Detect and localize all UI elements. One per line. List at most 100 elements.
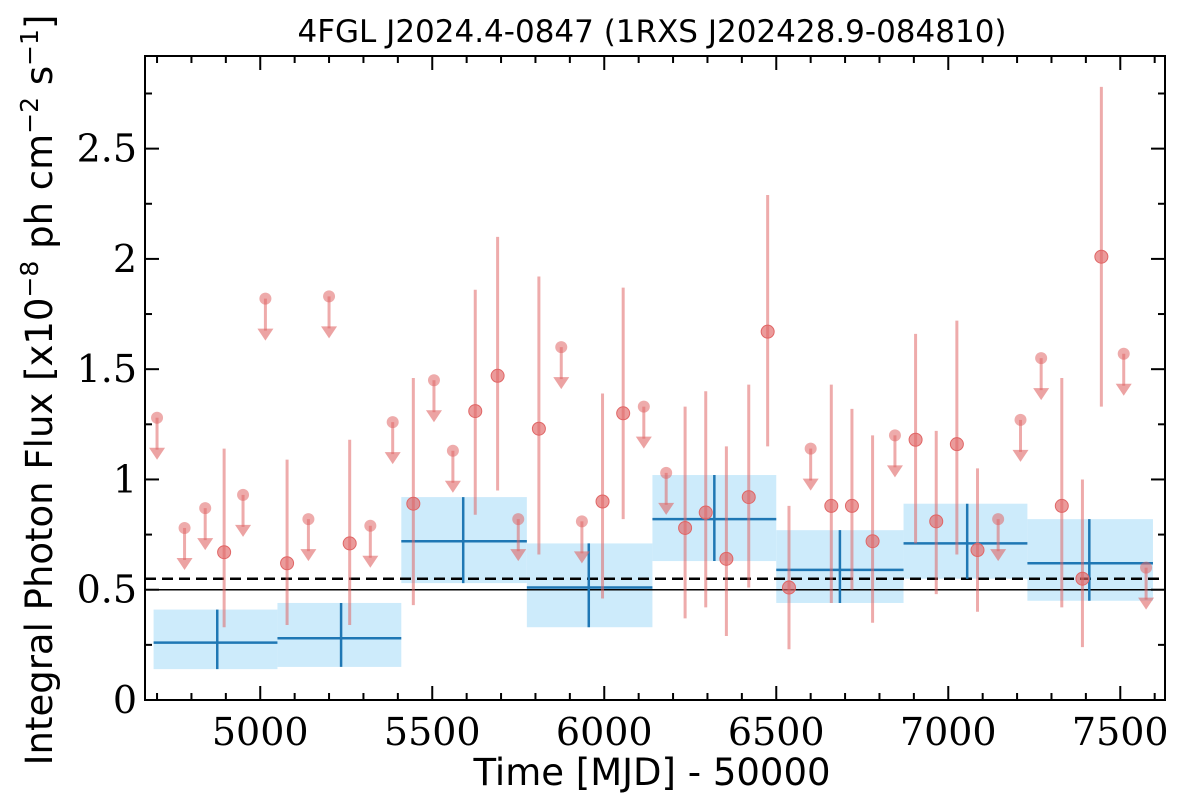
yearly-band [903, 503, 1028, 579]
monthly-point [468, 404, 483, 419]
upper-limit-marker [151, 411, 164, 424]
x-tick-label: 5500 [384, 710, 481, 754]
yearly-bin-bands [153, 475, 1153, 670]
upper-limit-marker [637, 400, 650, 413]
upper-limit-arrowhead [886, 465, 903, 478]
y-axis-label-end: ] [18, 15, 61, 29]
upper-limit-arrowhead [1033, 388, 1050, 401]
upper-limit-arrowhead [635, 436, 652, 449]
monthly-point [844, 498, 859, 513]
upper-limit-marker [302, 513, 315, 526]
upper-limit-marker [323, 290, 336, 303]
monthly-point [908, 432, 923, 447]
upper-limit-marker [1117, 347, 1130, 360]
upper-limit-arrowhead [1012, 449, 1029, 462]
upper-limit-arrowhead [176, 557, 193, 570]
upper-limit-marker [1014, 413, 1027, 426]
upper-limit-marker [446, 444, 459, 457]
y-axis-label-main: Integral Photon Flux [x10 [18, 298, 61, 766]
upper-limit-arrowhead [149, 447, 166, 460]
upper-limit-arrowhead [1115, 383, 1132, 396]
upper-limit-marker [555, 341, 568, 354]
y-tick-label: 0 [113, 678, 137, 722]
x-tick-label: 5000 [212, 710, 309, 754]
monthly-point [595, 494, 610, 509]
monthly-point [824, 498, 839, 513]
x-tick-labels: 5000 5500 6000 6500 7000 7500 [212, 710, 1169, 754]
reference-lines [145, 577, 1165, 591]
monthly-point [406, 496, 421, 511]
upper-limit-marker [1140, 561, 1153, 574]
monthly-point [678, 520, 693, 535]
yearly-band [277, 602, 402, 667]
x-tick-label: 7500 [1072, 710, 1169, 754]
y-axis-label-exp1: −8 [15, 261, 44, 298]
monthly-point [1054, 498, 1069, 513]
upper-limit-marker [804, 442, 817, 455]
upper-limit-arrowhead [802, 478, 819, 491]
upper-limit-arrowhead [197, 538, 214, 551]
upper-limit-marker [259, 292, 272, 305]
monthly-point [217, 545, 232, 560]
monthly-point [760, 324, 775, 339]
monthly-point [342, 536, 357, 551]
y-tick-label: 2.5 [77, 127, 137, 171]
upper-limit-arrowhead [384, 452, 401, 465]
monthly-point [865, 534, 880, 549]
y-axis-label-exp3: −1 [15, 29, 44, 66]
x-tick-label: 7000 [900, 710, 997, 754]
upper-limit-marker [992, 513, 1005, 526]
upper-limit-marker [237, 488, 250, 501]
monthly-point [719, 551, 734, 566]
upper-limit-marker [364, 519, 377, 532]
upper-limit-marker [512, 513, 525, 526]
upper-limit-arrowhead [573, 551, 590, 564]
upper-limit-arrowhead [990, 549, 1007, 562]
monthly-point [1075, 571, 1090, 586]
upper-limit-arrowhead [425, 410, 442, 423]
monthly-point [929, 514, 944, 529]
upper-limit-marker [199, 502, 212, 515]
monthly-point [781, 580, 796, 595]
y-axis-label-mid2: s [18, 66, 61, 97]
monthly-point [698, 505, 713, 520]
yearly-band [153, 609, 278, 670]
yearly-bin-points [153, 475, 1153, 670]
upper-limit-arrowhead [658, 502, 675, 515]
upper-limit-arrowhead [444, 480, 461, 493]
y-tick-label: 1 [113, 457, 137, 501]
upper-limit-marker [575, 515, 588, 528]
y-tick-label: 0.5 [77, 568, 137, 612]
upper-limit-marker [660, 466, 673, 479]
y-axis-label-exp2: −2 [15, 97, 44, 134]
x-tick-label: 6000 [556, 710, 653, 754]
upper-limit-arrowhead [235, 524, 252, 537]
y-axis-label-mid: ph cm [18, 134, 61, 261]
upper-limit-marker [888, 429, 901, 442]
upper-limit-arrowhead [1138, 597, 1155, 610]
upper-limit-arrowhead [300, 549, 317, 562]
upper-limit-marker [386, 416, 399, 429]
monthly-points [217, 86, 1109, 650]
y-tick-labels: 0 0.5 1 1.5 2 2.5 [77, 127, 137, 722]
x-tick-label: 6500 [728, 710, 825, 754]
upper-limit-marker [1035, 352, 1048, 365]
upper-limit-arrowhead [510, 549, 527, 562]
monthly-point [970, 543, 985, 558]
monthly-point [741, 490, 756, 505]
axis-ticks [145, 56, 1165, 701]
y-axis-label: Integral Photon Flux [x10−8 ph cm−2 s−1] [15, 15, 61, 766]
y-tick-label: 1.5 [77, 347, 137, 391]
upper-limit-marker [427, 374, 440, 387]
upper-limit-arrowhead [553, 377, 570, 390]
chart-title: 4FGL J2024.4-0847 (1RXS J202428.9-084810… [297, 14, 1006, 50]
plot-frame [144, 55, 1166, 701]
monthly-point [949, 437, 964, 452]
upper-limit-arrowhead [321, 326, 338, 339]
upper-limit-marker [178, 521, 191, 534]
monthly-point [280, 556, 295, 571]
monthly-point [1094, 249, 1109, 264]
monthly-upper-limits [149, 290, 1155, 610]
upper-limit-arrowhead [257, 328, 274, 341]
